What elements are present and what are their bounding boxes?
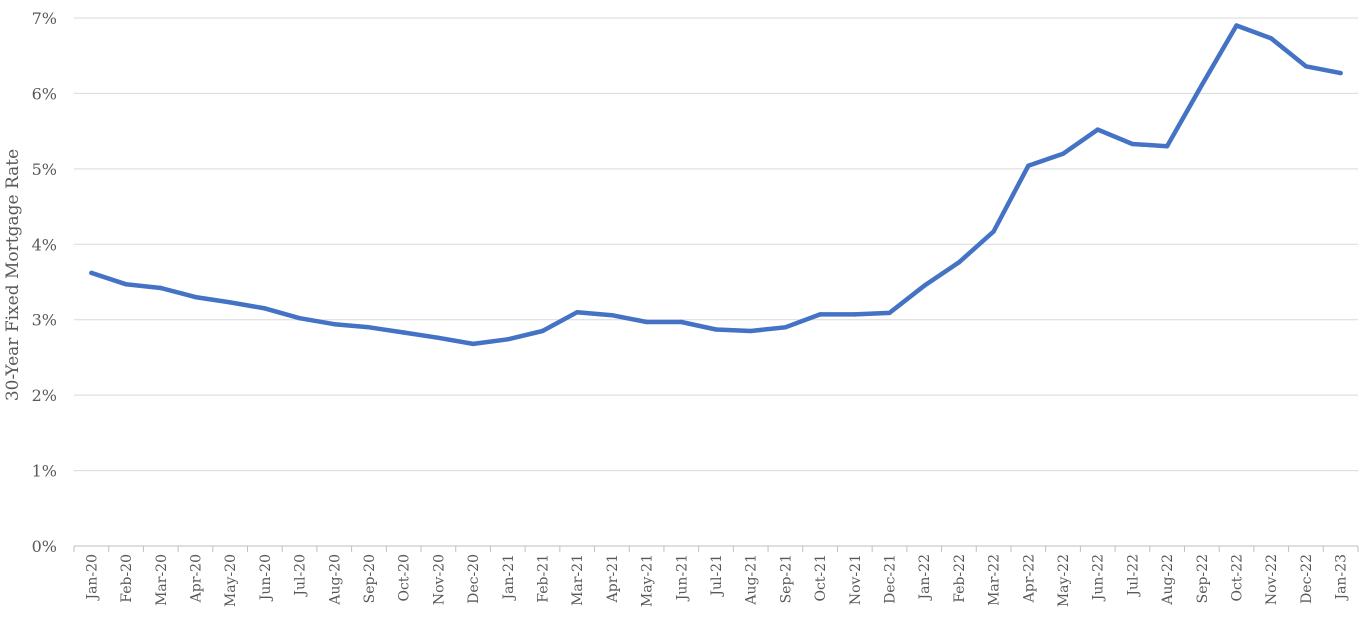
- data-point: [956, 260, 962, 265]
- x-tick-label: Feb-22: [952, 554, 968, 603]
- y-axis-label: 30-Year Fixed Mortgage Rate: [3, 148, 23, 402]
- data-point: [262, 306, 268, 311]
- data-point: [575, 310, 580, 315]
- y-tick-label: 4%: [32, 235, 57, 254]
- data-point: [713, 327, 719, 332]
- data-point: [332, 322, 337, 327]
- y-tick-label: 0%: [32, 537, 57, 556]
- x-tick-label: Oct-20: [397, 554, 413, 602]
- y-tick-label: 1%: [32, 462, 57, 481]
- y-tick-label: 7%: [32, 9, 57, 28]
- data-point: [1269, 36, 1274, 41]
- x-tick-label: Apr-21: [605, 554, 621, 603]
- x-tick-label: Nov-20: [431, 554, 447, 605]
- x-tick-label: Dec-21: [883, 554, 899, 604]
- data-point: [366, 325, 372, 330]
- x-tick-label: Oct-21: [813, 554, 829, 602]
- data-point: [1060, 151, 1066, 156]
- x-tick-label: Mar-22: [987, 554, 1003, 606]
- data-point: [679, 319, 684, 325]
- data-point: [1338, 70, 1343, 76]
- x-tick-label: Aug-20: [327, 554, 343, 606]
- data-point: [89, 270, 94, 276]
- x-tick-label: Oct-22: [1230, 554, 1246, 602]
- x-tick-label: Nov-22: [1264, 554, 1280, 605]
- x-tick-label: Sep-20: [362, 554, 378, 603]
- data-point: [817, 312, 823, 317]
- x-tick-label: Aug-21: [744, 554, 760, 606]
- y-tick-label: 2%: [32, 386, 57, 405]
- y-axis-ticks: 0% 1% 2% 3% 4% 5% 6% 7%: [32, 9, 57, 556]
- x-tick-label: May-20: [223, 554, 239, 607]
- x-tick-label: Jun-20: [258, 554, 274, 602]
- x-tick-label: Jan-22: [917, 554, 933, 602]
- x-tick-label: Jan-20: [84, 554, 100, 602]
- data-point: [1199, 82, 1205, 88]
- x-tick-label: Sep-21: [778, 554, 794, 603]
- x-tick-label: Jul-20: [293, 554, 309, 598]
- x-tick-label: Mar-20: [154, 554, 170, 606]
- y-tick-label: 6%: [32, 84, 57, 103]
- x-tick-label: Feb-20: [119, 554, 135, 603]
- data-point: [922, 283, 927, 288]
- data-point: [644, 319, 649, 325]
- data-point: [505, 337, 510, 342]
- x-tick-label: Dec-20: [466, 554, 482, 604]
- x-tick-label: Mar-21: [570, 554, 586, 606]
- y-tick-label: 3%: [32, 311, 57, 330]
- data-point: [470, 341, 476, 347]
- data-point: [297, 316, 302, 321]
- x-tick-label: May-21: [640, 554, 656, 607]
- data-point: [748, 328, 753, 334]
- x-tick-label: Feb-21: [535, 554, 551, 603]
- data-point: [1026, 163, 1031, 168]
- data-point: [1234, 23, 1239, 28]
- data-point: [783, 325, 788, 330]
- x-axis: Jan-20 Feb-20 Mar-20 Apr-20 May-20 Jun-20 Jul-…: [73, 545, 1359, 607]
- data-point: [609, 313, 615, 318]
- data-point: [991, 229, 996, 234]
- x-tick-label: Jul-22: [1125, 554, 1141, 598]
- data-point: [540, 328, 545, 334]
- data-point: [1130, 141, 1135, 147]
- data-point: [158, 285, 163, 291]
- gridlines: [74, 17, 1358, 472]
- data-point: [1164, 144, 1170, 149]
- x-tick-label: Jan-23: [1334, 554, 1350, 602]
- x-tick-label: Sep-22: [1195, 554, 1211, 603]
- series-layer: [89, 23, 1343, 347]
- x-tick-label: Jun-22: [1091, 554, 1107, 602]
- x-tick-label: Aug-22: [1160, 554, 1176, 606]
- y-tick-label: 5%: [32, 160, 57, 179]
- x-tick-label: Jun-21: [674, 554, 690, 602]
- x-tick-label: Dec-22: [1299, 554, 1315, 604]
- x-tick-label: Apr-20: [188, 554, 204, 603]
- data-point: [193, 294, 198, 300]
- data-point: [401, 330, 406, 335]
- series-line: [89, 23, 1343, 347]
- x-tick-label: Apr-22: [1021, 554, 1037, 603]
- data-point: [123, 282, 129, 287]
- x-tick-label: Nov-21: [848, 554, 864, 605]
- data-point: [228, 300, 233, 305]
- data-point: [436, 335, 441, 340]
- data-point: [1303, 64, 1309, 69]
- x-tick-label: Jan-21: [501, 554, 517, 602]
- x-tick-label: Jul-21: [709, 554, 725, 598]
- data-point: [887, 310, 892, 316]
- data-point: [1095, 127, 1100, 132]
- data-point: [852, 312, 857, 317]
- x-tick-label: May-22: [1056, 554, 1072, 607]
